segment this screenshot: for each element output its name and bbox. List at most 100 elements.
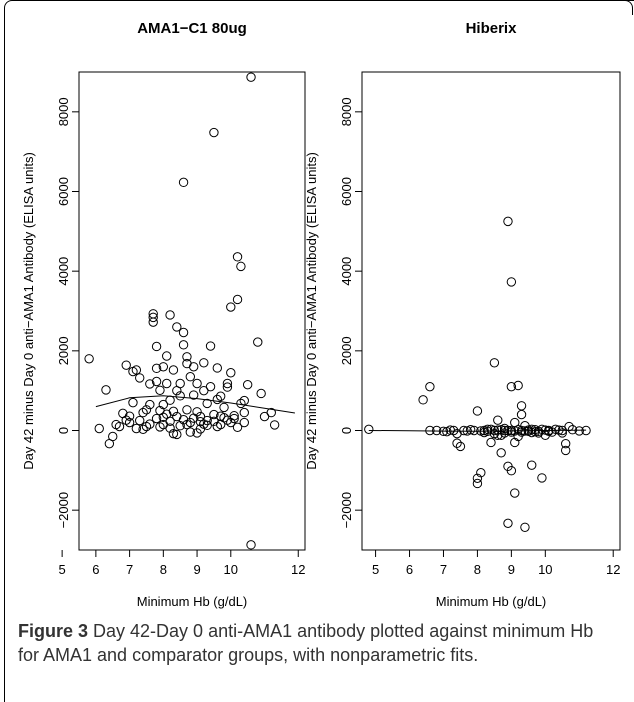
hiberix-data-point (455, 441, 466, 452)
hiberix-data-point (506, 381, 517, 392)
hiberix-data-point (476, 468, 486, 478)
ama1-data-point (205, 341, 216, 351)
hiberix-data-point (425, 381, 435, 392)
ama1-x-tick-label: 12 (291, 562, 305, 577)
ama1-data-point (178, 327, 189, 338)
hiberix-nonparametric-fit (368, 429, 587, 432)
hiberix-x-tick-label: 10 (538, 562, 552, 577)
ama1-data-point (239, 417, 249, 428)
ama1-data-point (84, 354, 94, 364)
ama1-x-tick-label: 5 (59, 562, 66, 577)
ama1-data-point (192, 428, 202, 438)
ama1-data-point (121, 415, 131, 425)
figure-caption: Figure 3 Day 42-Day 0 anti-AMA1 antibody… (18, 619, 618, 667)
ama1-data-point (158, 399, 169, 410)
ama1-y-tick-label: 0 (56, 427, 71, 434)
hiberix-data-point (510, 488, 520, 498)
ama1-x-tick-label: 6 (92, 562, 99, 577)
ama1-data-point (202, 420, 212, 431)
ama1-data-point (148, 317, 158, 327)
ama1-x-tick-label: 7 (126, 562, 133, 577)
hiberix-x-tick-label: 12 (606, 562, 620, 577)
hiberix-data-point (530, 426, 540, 437)
hiberix-y-tick-label: 0 (339, 427, 354, 434)
hiberix-y-tick-label: 2000 (339, 336, 354, 365)
ama1-data-point (229, 413, 239, 424)
ama1-data-point (165, 423, 175, 433)
hiberix-data-point (482, 424, 493, 435)
ama1-nonparametric-fit (95, 395, 295, 414)
hiberix-panel: Hiberix 5 6 7 8 9 10 12 −2000 0 2000 4000 6000 8000 Mi… (304, 20, 621, 609)
hiberix-y-tick-label: 4000 (339, 257, 354, 286)
hiberix-data-point (537, 424, 547, 435)
ama1-panel: AMA1−C1 80ug 5 6 7 8 9 10 12 −2000 0 2000 4000 6000 8… (21, 20, 306, 609)
ama1-data-point (209, 409, 219, 420)
caption-label: Figure 3 (18, 621, 89, 641)
hiberix-plot-frame (361, 71, 621, 551)
ama1-data-point (151, 376, 162, 387)
ama1-data-point (182, 419, 192, 430)
caption-end: . (473, 645, 479, 665)
hiberix-x-tick-label: 5 (372, 562, 379, 577)
ama1-data-point (131, 365, 142, 375)
hiberix-data-point (513, 380, 523, 391)
hiberix-data-point (520, 522, 530, 532)
ama1-data-point (155, 422, 165, 432)
hiberix-data-point (493, 425, 503, 435)
hiberix-data-point (442, 426, 452, 437)
hiberix-data-point (560, 438, 571, 449)
ama1-data-point (175, 378, 185, 389)
ama1-data-point (151, 341, 162, 352)
hiberix-data-point (527, 460, 537, 470)
ama1-data-point (165, 310, 175, 320)
ama1-data-point (202, 415, 212, 426)
ama1-data-point (192, 378, 202, 389)
ama1-data-point (128, 397, 138, 408)
ama1-y-tick-label: 6000 (56, 177, 71, 206)
ama1-data-point (209, 127, 219, 138)
hiberix-x-axis-label: Minimum Hb (g/dL) (436, 594, 547, 609)
hiberix-data-point (496, 425, 506, 435)
ama1-data-point (145, 399, 155, 410)
ama1-data-point (242, 379, 253, 390)
hiberix-data-point (489, 358, 500, 368)
hiberix-data-point (537, 473, 547, 483)
ama1-data-point (195, 411, 206, 422)
hiberix-y-axis-label: Day 42 minus Day 0 anti−AMA1 Antibody (E… (304, 152, 319, 470)
hiberix-data-point (499, 428, 510, 438)
hiberix-data-point (523, 425, 534, 435)
ama1-y-tick-label: −2000 (56, 492, 71, 529)
ama1-data-point (202, 398, 212, 409)
ama1-data-point (121, 360, 131, 370)
hiberix-data-point (544, 426, 554, 436)
hiberix-data-point (486, 437, 496, 448)
ama1-y-tick-label: 4000 (56, 257, 71, 286)
ama1-data-point (185, 372, 196, 382)
hiberix-data-point (364, 424, 374, 435)
hiberix-data-point (452, 438, 462, 448)
hiberix-data-point (547, 427, 557, 437)
hiberix-data-point (469, 425, 479, 436)
hiberix-data-point (418, 395, 428, 405)
ama1-y-tick-label: 8000 (56, 97, 71, 126)
ama1-data-point (155, 385, 165, 395)
ama1-data-point (256, 388, 266, 399)
ama1-data-point (232, 294, 243, 305)
ama1-data-point (232, 422, 243, 433)
ama1-data-point (266, 407, 276, 418)
hiberix-data-point (550, 424, 561, 435)
ama1-data-point (162, 378, 172, 389)
ama1-data-point (162, 351, 172, 361)
ama1-data-point (178, 177, 189, 188)
ama1-data-point (226, 302, 236, 312)
ama1-data-point (138, 407, 148, 418)
ama1-data-point (158, 412, 169, 423)
figure-plots: AMA1−C1 80ug 5 6 7 8 9 10 12 −2000 0 2000 4000 6000 8… (21, 20, 621, 609)
ama1-y-axis-label: Day 42 minus Day 0 anti−AMA1 Antibody (E… (21, 152, 36, 470)
ama1-data-point (145, 419, 155, 429)
hiberix-title: Hiberix (466, 20, 518, 37)
ama1-x-axis-label: Minimum Hb (g/dL) (137, 594, 248, 609)
ama1-data-point (162, 409, 172, 419)
ama1-data-point (269, 420, 280, 430)
ama1-data-point (236, 261, 246, 272)
